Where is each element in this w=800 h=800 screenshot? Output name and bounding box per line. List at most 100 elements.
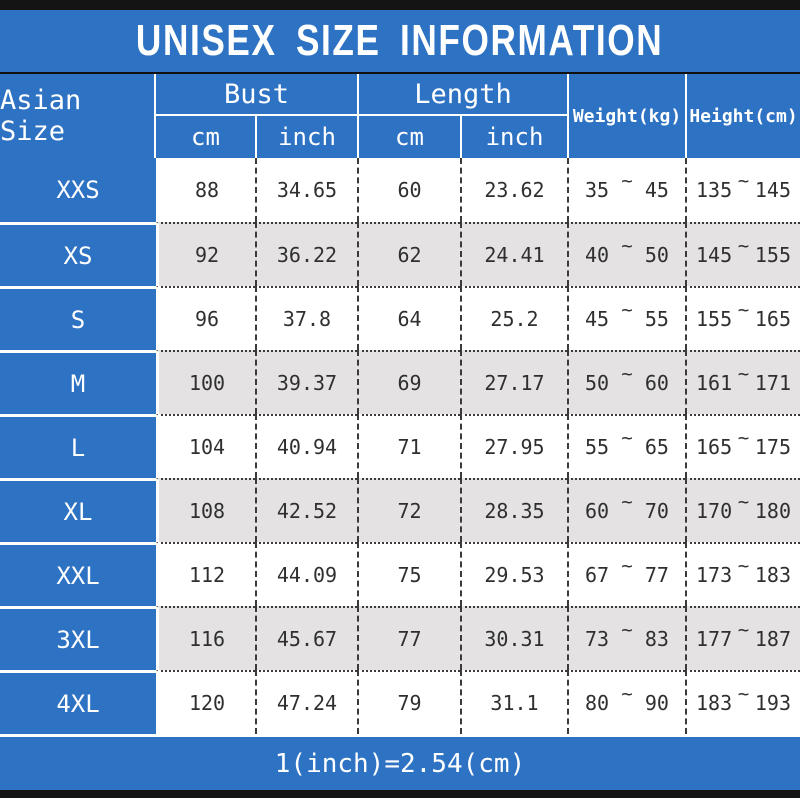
bust-cm-cell: 100 <box>156 350 255 414</box>
height-max: 171 <box>754 371 791 395</box>
weight-range-cell: 67 ~ 77 <box>567 542 685 606</box>
bust-inch-cell: 34.65 <box>255 158 357 222</box>
bust-cm-cell: 116 <box>156 606 255 670</box>
weight-min: 45 <box>585 307 610 331</box>
length-inch-cell: 27.95 <box>460 414 567 478</box>
height-min: 170 <box>696 499 733 523</box>
table-row: S 96 37.8 64 25.2 45 ~ 55 155 ~ 165 <box>0 286 800 350</box>
size-cell: M <box>0 350 156 414</box>
height-range-cell: 161 ~ 171 <box>685 350 800 414</box>
table-row: XXL 112 44.09 75 29.53 67 ~ 77 173 ~ 183 <box>0 542 800 606</box>
length-cm-cell: 62 <box>357 222 460 286</box>
header-length-group: Length <box>357 74 567 114</box>
table-row: L 104 40.94 71 27.95 55 ~ 65 165 ~ 175 <box>0 414 800 478</box>
height-min: 173 <box>696 563 733 587</box>
weight-range-cell: 45 ~ 55 <box>567 286 685 350</box>
height-max: 165 <box>754 307 791 331</box>
height-range-cell: 183 ~ 193 <box>685 670 800 734</box>
height-min: 135 <box>696 178 733 202</box>
height-min: 161 <box>696 371 733 395</box>
table-row: 4XL 120 47.24 79 31.1 80 ~ 90 183 ~ 193 <box>0 670 800 734</box>
footer-divider <box>0 734 800 737</box>
height-max: 193 <box>754 691 791 715</box>
height-min: 183 <box>696 691 733 715</box>
height-range-cell: 155 ~ 165 <box>685 286 800 350</box>
tilde-separator: ~ <box>621 683 633 705</box>
header-length-inch: inch <box>460 114 567 158</box>
tilde-separator: ~ <box>737 170 750 192</box>
table-row: M 100 39.37 69 27.17 50 ~ 60 161 ~ 171 <box>0 350 800 414</box>
weight-range-cell: 60 ~ 70 <box>567 478 685 542</box>
height-min: 165 <box>696 435 733 459</box>
length-cm-cell: 60 <box>357 158 460 222</box>
weight-min: 67 <box>585 563 610 587</box>
height-min: 177 <box>696 627 733 651</box>
height-max: 183 <box>754 563 791 587</box>
bottom-border-bar <box>0 790 800 798</box>
length-cm-cell: 69 <box>357 350 460 414</box>
weight-max: 50 <box>644 243 669 267</box>
table-row: XS 92 36.22 62 24.41 40 ~ 50 145 ~ 155 <box>0 222 800 286</box>
tilde-separator: ~ <box>621 363 633 385</box>
height-min: 145 <box>696 243 733 267</box>
size-cell: XL <box>0 478 156 542</box>
table-row: XXS 88 34.65 60 23.62 35 ~ 45 135 ~ 145 <box>0 158 800 222</box>
tilde-separator: ~ <box>621 619 633 641</box>
weight-range-cell: 80 ~ 90 <box>567 670 685 734</box>
footer-bar: 1(inch)=2.54(cm) <box>0 737 800 790</box>
header-bust-inch: inch <box>255 114 357 158</box>
bust-cm-cell: 112 <box>156 542 255 606</box>
header-bust-cm: cm <box>156 114 255 158</box>
tilde-separator: ~ <box>737 555 750 577</box>
length-cm-cell: 75 <box>357 542 460 606</box>
table-body: XXS 88 34.65 60 23.62 35 ~ 45 135 ~ 145 … <box>0 158 800 734</box>
bust-cm-cell: 104 <box>156 414 255 478</box>
weight-min: 80 <box>585 691 610 715</box>
size-cell: L <box>0 414 156 478</box>
tilde-separator: ~ <box>737 683 750 705</box>
size-cell: 3XL <box>0 606 156 670</box>
length-cm-cell: 72 <box>357 478 460 542</box>
length-cm-cell: 71 <box>357 414 460 478</box>
height-max: 145 <box>754 178 791 202</box>
bust-inch-cell: 42.52 <box>255 478 357 542</box>
tilde-separator: ~ <box>737 363 750 385</box>
length-cm-cell: 79 <box>357 670 460 734</box>
length-cm-cell: 77 <box>357 606 460 670</box>
bust-cm-cell: 88 <box>156 158 255 222</box>
size-cell: XXL <box>0 542 156 606</box>
length-cm-cell: 64 <box>357 286 460 350</box>
height-range-cell: 177 ~ 187 <box>685 606 800 670</box>
title-bar: UNISEX SIZE INFORMATION <box>0 10 800 74</box>
bust-cm-cell: 92 <box>156 222 255 286</box>
weight-min: 55 <box>585 435 610 459</box>
weight-max: 55 <box>644 307 669 331</box>
bust-inch-cell: 47.24 <box>255 670 357 734</box>
size-cell: XXS <box>0 158 156 222</box>
weight-max: 90 <box>644 691 669 715</box>
length-inch-cell: 30.31 <box>460 606 567 670</box>
conversion-note: 1(inch)=2.54(cm) <box>274 748 526 779</box>
bust-inch-cell: 44.09 <box>255 542 357 606</box>
bust-cm-cell: 120 <box>156 670 255 734</box>
weight-min: 60 <box>585 499 610 523</box>
weight-max: 77 <box>644 563 669 587</box>
length-inch-cell: 29.53 <box>460 542 567 606</box>
tilde-separator: ~ <box>737 491 750 513</box>
height-range-cell: 135 ~ 145 <box>685 158 800 222</box>
weight-min: 50 <box>585 371 610 395</box>
weight-max: 83 <box>644 627 669 651</box>
weight-min: 40 <box>585 243 610 267</box>
length-inch-cell: 27.17 <box>460 350 567 414</box>
tilde-separator: ~ <box>737 235 750 257</box>
table-row: XL 108 42.52 72 28.35 60 ~ 70 170 ~ 180 <box>0 478 800 542</box>
tilde-separator: ~ <box>621 170 633 192</box>
weight-max: 45 <box>644 178 669 202</box>
length-inch-cell: 24.41 <box>460 222 567 286</box>
header-weight: Weight(kg) <box>567 74 685 158</box>
height-range-cell: 170 ~ 180 <box>685 478 800 542</box>
bust-inch-cell: 40.94 <box>255 414 357 478</box>
weight-range-cell: 50 ~ 60 <box>567 350 685 414</box>
height-max: 155 <box>754 243 791 267</box>
length-inch-cell: 28.35 <box>460 478 567 542</box>
